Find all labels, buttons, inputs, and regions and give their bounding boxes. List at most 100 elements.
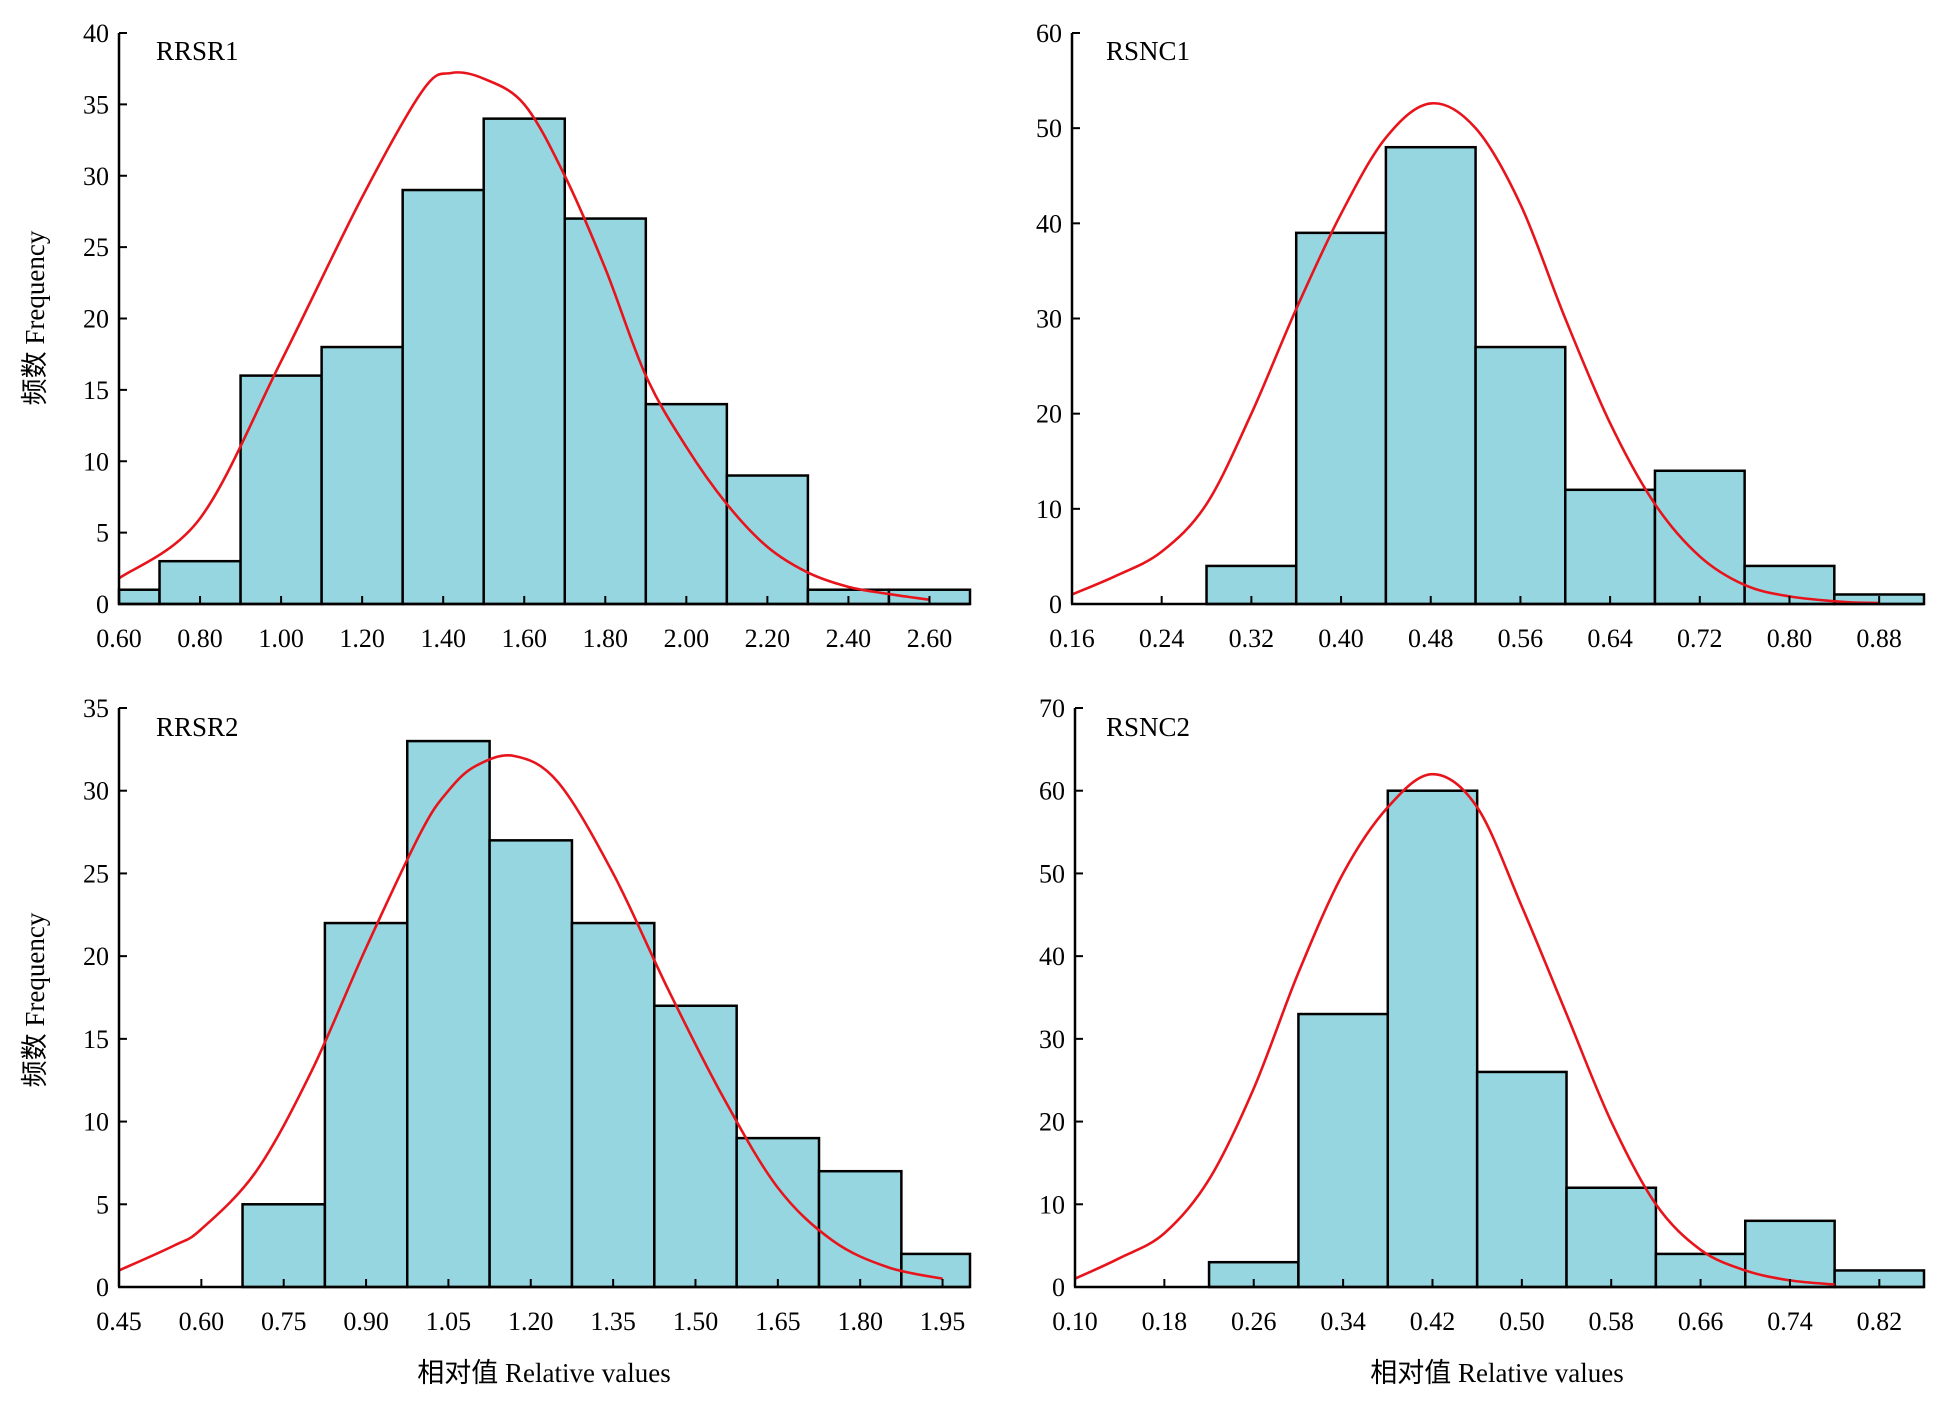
x-tick-label: 0.60 (179, 1307, 225, 1336)
y-tick-label: 40 (83, 19, 109, 48)
histogram-bar (1384, 145, 1477, 606)
y-tick-label: 20 (83, 305, 109, 334)
x-tick-label: 1.00 (258, 624, 304, 653)
y-tick-label: 15 (83, 1025, 109, 1054)
x-tick-label: 1.80 (583, 624, 629, 653)
histogram-bar (1565, 1186, 1658, 1289)
y-axis-title-top: 频数 Frequency (20, 230, 50, 405)
x-tick-label: 1.35 (590, 1307, 636, 1336)
chart-panel-3: 0.45 0.60 0.75 0.90 1.05 1.20 1.35 1.50 1.65 1.80… (83, 694, 972, 1336)
histogram-bar (1474, 345, 1567, 606)
y-tick-label: 30 (1036, 305, 1062, 334)
x-tick-label: 0.48 (1408, 624, 1454, 653)
y-tick-label: 10 (1039, 1190, 1065, 1219)
y-tick-label: 10 (83, 1108, 109, 1137)
density-curve (118, 71, 930, 602)
x-tick-label: 0.64 (1587, 624, 1633, 653)
x-tick-label: 0.66 (1678, 1307, 1724, 1336)
histogram-bar (1205, 564, 1298, 606)
histogram-bar (482, 117, 567, 606)
histogram-bar (323, 921, 409, 1289)
x-tick-label: 2.40 (826, 624, 872, 653)
histogram-bar (488, 839, 574, 1289)
x-tick-label: 1.80 (837, 1307, 883, 1336)
x-tick-label: 1.05 (426, 1307, 472, 1336)
panel-title: RRSR2 (156, 712, 239, 742)
chart-panel-4: 0.10 0.18 0.26 0.34 0.42 0.50 0.58 0.66 0.74 0.82… (1039, 694, 1926, 1336)
x-tick-label: 1.40 (420, 624, 466, 653)
y-tick-label: 40 (1039, 942, 1065, 971)
x-tick-label: 1.95 (920, 1307, 966, 1336)
x-tick-label: 0.16 (1049, 624, 1095, 653)
y-tick-label: 10 (83, 447, 109, 476)
density-curve (1071, 102, 1880, 605)
y-axis-title-bottom: 频数 Frequency (20, 912, 50, 1087)
panel-title: RSNC2 (1106, 712, 1190, 742)
histogram-bar (1386, 789, 1479, 1289)
y-tick-label: 70 (1039, 694, 1065, 723)
x-tick-label: 2.60 (907, 624, 953, 653)
x-tick-label: 0.74 (1767, 1307, 1813, 1336)
y-tick-label: 0 (96, 590, 109, 619)
y-tick-label: 0 (1049, 590, 1062, 619)
histogram-bar (900, 1252, 972, 1289)
y-tick-label: 60 (1039, 777, 1065, 806)
histogram-bar (570, 921, 656, 1289)
histogram-bar (117, 588, 161, 606)
x-tick-label: 1.60 (501, 624, 547, 653)
y-tick-label: 60 (1036, 19, 1062, 48)
y-tick-label: 0 (1052, 1273, 1065, 1302)
x-tick-label: 0.75 (261, 1307, 307, 1336)
x-tick-label: 0.34 (1320, 1307, 1366, 1336)
x-tick-label: 2.00 (664, 624, 710, 653)
histogram-bar (405, 739, 491, 1289)
y-tick-label: 5 (96, 1190, 109, 1219)
x-tick-label: 0.42 (1410, 1307, 1456, 1336)
y-tick-label: 30 (1039, 1025, 1065, 1054)
histogram-bar (644, 402, 729, 606)
histogram-bar (239, 374, 323, 606)
histogram-bar (1653, 469, 1746, 606)
x-tick-label: 0.80 (177, 624, 223, 653)
y-tick-label: 40 (1036, 209, 1062, 238)
y-tick-label: 0 (96, 1273, 109, 1302)
y-tick-label: 30 (83, 162, 109, 191)
x-axis-title-right: 相对值 Relative values (1370, 1358, 1623, 1388)
y-tick-label: 5 (96, 519, 109, 548)
x-tick-label: 0.32 (1229, 624, 1275, 653)
x-axis-title-left: 相对值 Relative values (417, 1358, 670, 1388)
x-tick-label: 0.18 (1142, 1307, 1188, 1336)
x-tick-label: 0.45 (96, 1307, 142, 1336)
histogram-bar (653, 1004, 738, 1289)
y-tick-label: 35 (83, 694, 109, 723)
y-tick-label: 25 (83, 233, 109, 262)
y-tick-label: 20 (1036, 400, 1062, 429)
x-tick-label: 0.40 (1318, 624, 1364, 653)
y-tick-label: 15 (83, 376, 109, 405)
histogram-bar (320, 345, 404, 606)
y-tick-label: 50 (1039, 859, 1065, 888)
x-tick-label: 0.72 (1677, 624, 1723, 653)
x-tick-label: 0.56 (1498, 624, 1544, 653)
x-tick-label: 0.88 (1856, 624, 1902, 653)
x-tick-label: 0.80 (1767, 624, 1813, 653)
histogram-bar (1744, 1219, 1836, 1289)
histogram-bar (735, 1136, 821, 1289)
y-tick-label: 20 (83, 942, 109, 971)
y-tick-label: 35 (83, 90, 109, 119)
histogram-bar (241, 1203, 327, 1289)
histogram-bar (1564, 488, 1657, 606)
x-tick-label: 1.50 (673, 1307, 719, 1336)
x-tick-label: 2.20 (745, 624, 791, 653)
y-tick-label: 25 (83, 859, 109, 888)
x-tick-label: 0.82 (1857, 1307, 1903, 1336)
x-tick-label: 1.65 (755, 1307, 801, 1336)
y-tick-label: 20 (1039, 1108, 1065, 1137)
panel-title: RRSR1 (156, 36, 239, 66)
x-tick-label: 0.58 (1588, 1307, 1634, 1336)
histogram-bar (1475, 1070, 1568, 1289)
histogram-bar (401, 188, 485, 606)
chart-panel-2: 0.16 0.24 0.32 0.40 0.48 0.56 0.64 0.72 0.80 0.88… (1036, 19, 1926, 653)
x-tick-label: 0.50 (1499, 1307, 1545, 1336)
chart-panel-1: 0.60 0.80 1.00 1.20 1.40 1.60 1.80 2.00 2.20 2.40… (83, 19, 972, 653)
